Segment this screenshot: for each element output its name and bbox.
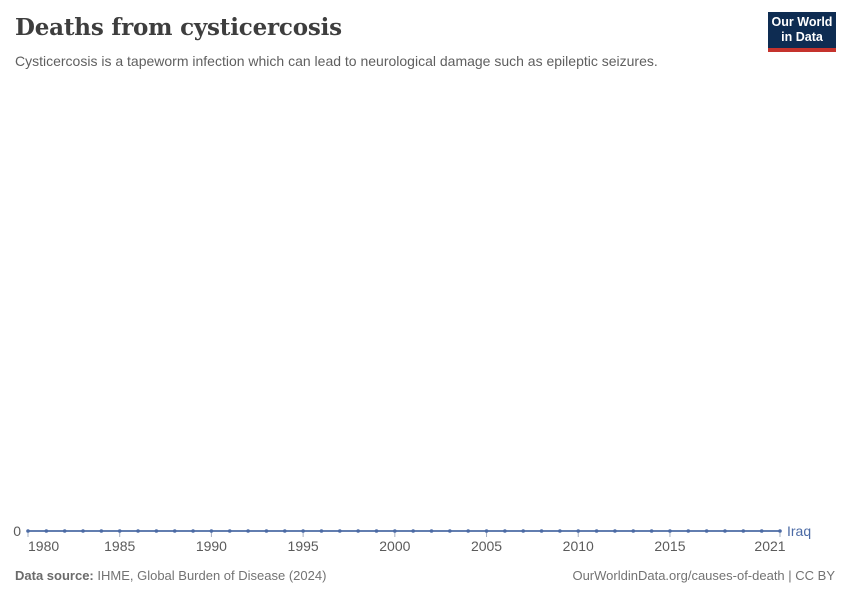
data-point (117, 529, 122, 533)
data-point (209, 529, 214, 533)
data-point (576, 529, 581, 533)
x-axis-label: 2015 (654, 538, 685, 554)
data-point (686, 529, 691, 533)
credit-link[interactable]: OurWorldinData.org/causes-of-death | CC … (572, 568, 835, 583)
x-axis-label: 2010 (563, 538, 594, 554)
data-point (301, 529, 305, 533)
data-point (613, 529, 617, 533)
data-point (81, 529, 85, 533)
data-point (62, 529, 67, 533)
data-point (521, 529, 526, 533)
data-point (741, 529, 746, 533)
data-point (136, 529, 140, 533)
data-point (429, 529, 434, 533)
x-axis-label: 1995 (288, 538, 319, 554)
data-point (227, 529, 232, 533)
data-point (594, 529, 599, 533)
y-axis-label: 0 (13, 523, 21, 539)
data-point (374, 529, 379, 533)
entity-label-iraq: Iraq (787, 523, 811, 539)
data-point (319, 529, 324, 533)
x-axis-label: 1985 (104, 538, 135, 554)
chart-subtitle: Cysticercosis is a tapeworm infection wh… (15, 53, 658, 69)
data-source-note: Data source: IHME, Global Burden of Dise… (15, 568, 326, 583)
data-point (723, 529, 727, 533)
owid-logo-line1: Our World (771, 15, 833, 29)
data-point (649, 529, 654, 533)
data-point (539, 529, 544, 533)
data-point (338, 529, 342, 533)
data-point (282, 529, 287, 533)
data-point (264, 529, 269, 533)
x-axis-label: 2000 (379, 538, 410, 554)
data-source-value: IHME, Global Burden of Disease (2024) (93, 568, 327, 583)
data-point (246, 529, 250, 533)
data-point (466, 529, 470, 533)
data-point (503, 529, 507, 533)
x-axis-label: 2021 (754, 538, 785, 554)
data-point (99, 529, 104, 533)
data-point (393, 529, 397, 533)
data-point (356, 529, 360, 533)
data-point (631, 529, 636, 533)
chart-footer: Data source: IHME, Global Burden of Dise… (15, 568, 835, 583)
data-point (26, 529, 30, 533)
data-point (191, 529, 195, 533)
owid-logo[interactable]: Our World in Data (768, 12, 836, 52)
data-point (44, 529, 49, 533)
x-axis-label: 1990 (196, 538, 227, 554)
data-point (411, 529, 415, 533)
data-point (172, 529, 177, 533)
data-point (704, 529, 709, 533)
data-point (668, 529, 672, 533)
data-point (484, 529, 489, 533)
data-source-label: Data source: (15, 568, 94, 583)
data-point (778, 529, 782, 533)
x-axis-label: 1980 (28, 538, 59, 554)
data-point (154, 529, 159, 533)
data-point (558, 529, 562, 533)
page-title: Deaths from cysticercosis (15, 14, 342, 41)
x-axis-label: 2005 (471, 538, 502, 554)
data-point (759, 529, 764, 533)
owid-logo-line2: in Data (781, 30, 823, 44)
data-point (448, 529, 452, 533)
